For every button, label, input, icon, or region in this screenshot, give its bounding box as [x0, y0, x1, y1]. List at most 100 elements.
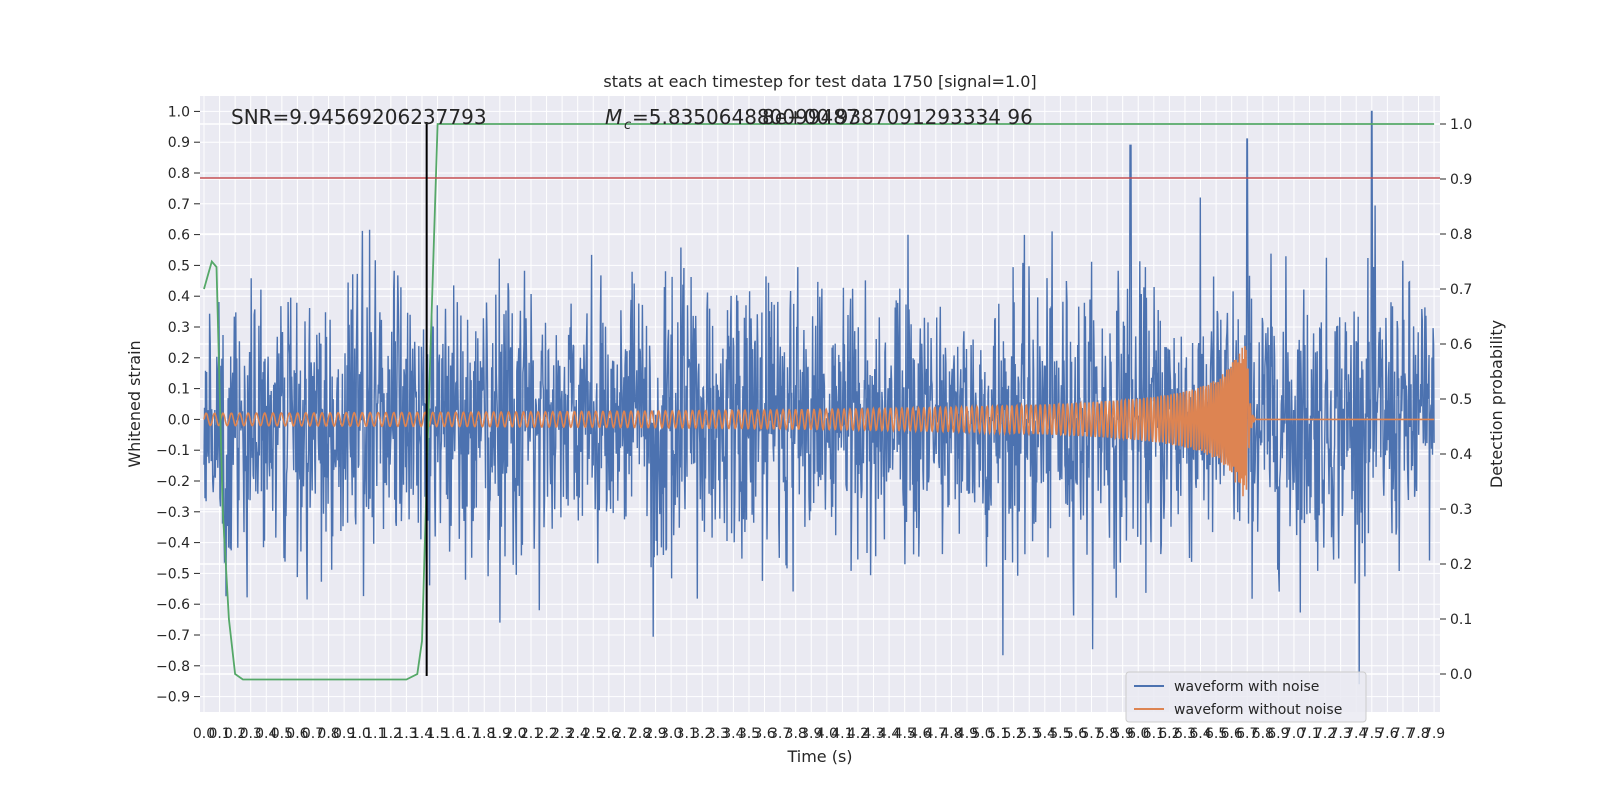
- x-tick-label: 6.5: [1205, 726, 1227, 742]
- y2-tick-label: 0.1: [1450, 612, 1472, 628]
- y2-tick-label: 0.5: [1450, 392, 1472, 408]
- x-tick-label: 2.5: [582, 726, 604, 742]
- x-tick-label: 3.5: [738, 726, 760, 742]
- chirp-mass-symbol: M: [605, 105, 622, 129]
- x-tick-label: 5.1: [987, 726, 1009, 742]
- chirp-mass-subscript: c: [624, 118, 631, 133]
- x-tick-label: 5.9: [1112, 726, 1134, 742]
- y2-tick-label: 0.0: [1450, 667, 1472, 683]
- x-tick-label: 5.4: [1034, 726, 1056, 742]
- x-tick-label: 1.2: [380, 726, 402, 742]
- x-tick-label: 4.7: [925, 726, 947, 742]
- x-axis-ticks: 0.00.10.20.30.40.50.60.70.80.91.01.11.21…: [193, 726, 1445, 742]
- y-tick-label: 0.2: [168, 351, 190, 367]
- x-tick-label: 3.9: [800, 726, 822, 742]
- x-tick-label: 7.1: [1298, 726, 1320, 742]
- chart-title: stats at each timestep for test data 175…: [603, 72, 1036, 91]
- x-tick-label: 5.0: [971, 726, 993, 742]
- overlap-annotation: 8e+00 9387091293334 96: [762, 105, 1033, 129]
- x-tick-label: 7.9: [1423, 726, 1445, 742]
- legend-box: [1125, 671, 1367, 723]
- x-tick-label: 5.2: [1003, 726, 1025, 742]
- legend: waveform with noise waveform without noi…: [1125, 671, 1367, 723]
- y2-axis-ticks: 1.0 0.9 0.8 0.7 0.6 0.5 0.4 0.3 0.2 0.1 0.0: [1440, 117, 1472, 683]
- y-tick-label: −0.7: [156, 628, 190, 644]
- x-tick-label: 1.5: [426, 726, 448, 742]
- y-tick-label: −0.9: [156, 690, 190, 706]
- x-tick-label: 7.3: [1330, 726, 1352, 742]
- x-tick-label: 2.7: [613, 726, 635, 742]
- y-tick-label: 0.5: [168, 258, 190, 274]
- x-tick-label: 7.0: [1283, 726, 1305, 742]
- x-tick-label: 2.3: [551, 726, 573, 742]
- chirp-mass-annotation: =5.835064880099487: [632, 105, 859, 129]
- y-tick-label: 0.9: [168, 135, 190, 151]
- x-tick-label: 0.3: [240, 726, 262, 742]
- x-tick-label: 2.1: [520, 726, 542, 742]
- y-tick-label: 1.0: [168, 104, 190, 120]
- x-tick-label: 3.4: [722, 726, 744, 742]
- x-tick-label: 3.6: [753, 726, 775, 742]
- y-tick-label: 0.8: [168, 166, 190, 182]
- x-tick-label: 2.8: [629, 726, 651, 742]
- y2-tick-label: 0.9: [1450, 172, 1472, 188]
- x-tick-label: 7.5: [1361, 726, 1383, 742]
- y2-tick-label: 0.7: [1450, 282, 1472, 298]
- y2-axis-label: Detection probability: [1487, 320, 1506, 488]
- x-tick-label: 1.0: [349, 726, 371, 742]
- x-tick-label: 3.7: [769, 726, 791, 742]
- x-axis-label: Time (s): [786, 747, 852, 766]
- y-tick-label: 0.4: [168, 289, 190, 305]
- x-tick-label: 5.7: [1080, 726, 1102, 742]
- x-tick-label: 6.9: [1267, 726, 1289, 742]
- x-tick-label: 1.7: [458, 726, 480, 742]
- x-tick-label: 3.3: [707, 726, 729, 742]
- x-tick-label: 0.2: [224, 726, 246, 742]
- x-tick-label: 1.4: [411, 726, 433, 742]
- x-tick-label: 7.4: [1345, 726, 1367, 742]
- x-tick-label: 4.2: [847, 726, 869, 742]
- x-tick-label: 2.9: [644, 726, 666, 742]
- reference-lines: [200, 122, 1440, 676]
- x-tick-label: 1.6: [442, 726, 464, 742]
- x-tick-label: 4.1: [831, 726, 853, 742]
- x-tick-label: 4.8: [940, 726, 962, 742]
- x-tick-label: 0.6: [286, 726, 308, 742]
- x-tick-label: 4.4: [878, 726, 900, 742]
- x-tick-label: 2.6: [598, 726, 620, 742]
- y-tick-label: 0.6: [168, 228, 190, 244]
- x-tick-label: 5.3: [1018, 726, 1040, 742]
- x-tick-label: 6.1: [1143, 726, 1165, 742]
- x-tick-label: 4.9: [956, 726, 978, 742]
- y2-tick-label: 1.0: [1450, 117, 1472, 133]
- clean-waveform-line: [203, 346, 1435, 497]
- x-tick-label: 4.0: [816, 726, 838, 742]
- x-tick-label: 0.9: [333, 726, 355, 742]
- x-tick-label: 3.2: [691, 726, 713, 742]
- x-tick-label: 5.6: [1065, 726, 1087, 742]
- x-tick-label: 7.8: [1407, 726, 1429, 742]
- x-tick-label: 1.3: [395, 726, 417, 742]
- series-waveform-without-noise: [203, 346, 1435, 497]
- y-tick-label: 0.1: [168, 382, 190, 398]
- y-axis-ticks: 1.0 0.9 0.8 0.7 0.6 0.5 0.4 0.3 0.2 0.1 0.0 −0.1 −0.…: [156, 104, 200, 706]
- x-tick-label: 3.1: [676, 726, 698, 742]
- x-tick-label: 5.8: [1096, 726, 1118, 742]
- x-tick-label: 6.4: [1189, 726, 1211, 742]
- y2-tick-label: 0.2: [1450, 557, 1472, 573]
- x-tick-label: 3.8: [785, 726, 807, 742]
- x-tick-label: 1.8: [473, 726, 495, 742]
- x-tick-label: 7.7: [1392, 726, 1414, 742]
- y2-tick-label: 0.8: [1450, 227, 1472, 243]
- x-tick-label: 6.6: [1221, 726, 1243, 742]
- y2-tick-label: 0.6: [1450, 337, 1472, 353]
- y-tick-label: −0.3: [156, 505, 190, 521]
- x-tick-label: 6.0: [1127, 726, 1149, 742]
- snr-annotation: SNR=9.94569206237793: [231, 105, 487, 129]
- x-tick-label: 6.2: [1158, 726, 1180, 742]
- y-tick-label: −0.5: [156, 566, 190, 582]
- x-tick-label: 0.7: [302, 726, 324, 742]
- x-tick-label: 4.6: [909, 726, 931, 742]
- x-tick-label: 0.4: [255, 726, 277, 742]
